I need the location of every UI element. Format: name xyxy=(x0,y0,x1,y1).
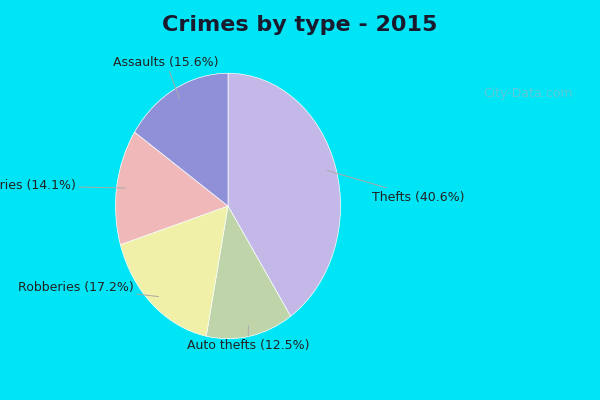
Text: Burglaries (14.1%): Burglaries (14.1%) xyxy=(0,179,125,192)
Wedge shape xyxy=(228,73,340,316)
Wedge shape xyxy=(134,73,228,206)
Text: Robberies (17.2%): Robberies (17.2%) xyxy=(18,280,158,296)
Wedge shape xyxy=(116,132,228,245)
Text: Assaults (15.6%): Assaults (15.6%) xyxy=(113,56,219,98)
Text: Crimes by type - 2015: Crimes by type - 2015 xyxy=(163,15,437,35)
Text: Thefts (40.6%): Thefts (40.6%) xyxy=(327,170,464,204)
Text: Auto thefts (12.5%): Auto thefts (12.5%) xyxy=(187,326,310,352)
Wedge shape xyxy=(206,206,290,339)
Wedge shape xyxy=(121,206,228,336)
Text: City-Data.com: City-Data.com xyxy=(483,87,573,100)
